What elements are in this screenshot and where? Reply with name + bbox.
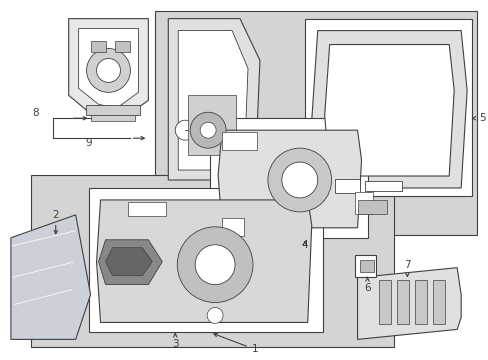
Text: 6: 6 [364, 277, 370, 293]
Bar [364, 181, 402, 191]
Bar [357, 200, 386, 214]
Polygon shape [168, 19, 260, 180]
Polygon shape [99, 240, 162, 285]
Text: 4: 4 [301, 240, 307, 250]
Circle shape [190, 112, 225, 148]
Bar [414, 280, 427, 324]
Polygon shape [105, 248, 152, 276]
Text: 9: 9 [85, 138, 92, 148]
Bar [90, 115, 135, 121]
Bar [210, 118, 367, 238]
Bar [128, 202, 166, 216]
Polygon shape [324, 45, 453, 176]
Bar [359, 260, 373, 272]
Bar [354, 192, 372, 214]
Text: 7: 7 [403, 260, 410, 276]
Circle shape [195, 245, 235, 285]
Polygon shape [96, 200, 311, 323]
Bar [188, 95, 236, 155]
Polygon shape [357, 268, 460, 339]
Circle shape [281, 162, 317, 198]
Bar [354, 255, 376, 276]
Bar [115, 41, 130, 53]
Text: 5: 5 [471, 113, 485, 123]
Polygon shape [11, 215, 90, 339]
Bar [304, 19, 471, 196]
Circle shape [207, 307, 223, 323]
Bar [334, 179, 359, 193]
Bar [222, 132, 256, 150]
Polygon shape [68, 19, 148, 120]
Circle shape [267, 148, 331, 212]
Bar [88, 188, 322, 332]
Text: 1: 1 [213, 333, 258, 354]
Circle shape [86, 49, 130, 92]
Bar [379, 280, 390, 324]
Bar [90, 41, 105, 53]
Polygon shape [178, 31, 247, 170]
Polygon shape [311, 31, 466, 188]
Polygon shape [155, 11, 476, 235]
Polygon shape [31, 175, 394, 347]
Polygon shape [218, 130, 361, 228]
Bar [397, 280, 408, 324]
Text: 2: 2 [52, 210, 59, 234]
Bar [85, 105, 140, 115]
Polygon shape [79, 28, 138, 108]
Circle shape [96, 58, 120, 82]
Circle shape [177, 227, 252, 302]
Circle shape [175, 120, 195, 140]
Text: 8: 8 [32, 108, 39, 118]
Text: 3: 3 [172, 333, 178, 349]
Circle shape [200, 122, 216, 138]
Bar [432, 280, 444, 324]
Bar [222, 218, 244, 236]
